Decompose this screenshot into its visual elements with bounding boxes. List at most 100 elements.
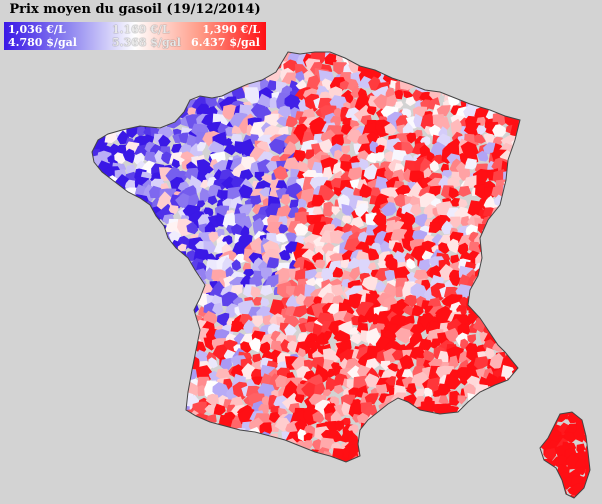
price-cell — [557, 293, 572, 307]
price-cell — [531, 285, 542, 296]
price-cell — [92, 286, 93, 299]
price-cell — [196, 200, 206, 208]
price-cell — [540, 324, 555, 339]
price-cell — [555, 128, 568, 140]
price-cell — [92, 193, 105, 211]
price-cell — [428, 185, 442, 197]
price-cell — [140, 466, 156, 480]
price-cell — [466, 419, 481, 434]
price-cell — [529, 107, 539, 117]
price-cell — [314, 484, 324, 493]
price-cell — [584, 327, 590, 345]
price-cell — [178, 132, 189, 144]
price-cell — [174, 323, 191, 341]
price-cell — [511, 52, 527, 67]
price-cell — [508, 257, 524, 273]
price-cell — [557, 173, 570, 185]
price-cell — [157, 299, 171, 313]
price-cell — [215, 440, 230, 454]
price-cell — [160, 376, 179, 392]
price-cell — [158, 349, 172, 365]
price-cell — [168, 466, 182, 481]
price-cell — [440, 448, 452, 458]
price-cell — [578, 230, 590, 243]
price-cell — [585, 212, 590, 224]
price-cell — [103, 207, 118, 222]
price-cell — [361, 52, 373, 66]
price-cell — [540, 187, 553, 202]
price-cell — [430, 473, 445, 492]
price-cell — [126, 495, 140, 498]
price-cell — [142, 59, 157, 74]
price-cell — [124, 95, 137, 110]
price-cell — [386, 473, 400, 485]
price-cell — [132, 214, 143, 228]
price-cell — [105, 495, 120, 498]
price-cell — [576, 270, 587, 281]
price-cell — [112, 455, 128, 471]
price-cell — [522, 85, 536, 101]
price-cell — [523, 161, 533, 173]
price-cell — [97, 87, 111, 103]
price-cell — [151, 63, 161, 75]
price-cell — [544, 52, 558, 59]
price-cell — [571, 396, 587, 409]
price-cell — [388, 413, 399, 425]
price-cell — [183, 60, 203, 81]
price-cell — [581, 414, 590, 429]
price-cell — [125, 279, 136, 292]
price-cell — [429, 448, 443, 462]
price-cell — [528, 357, 541, 372]
price-cell — [108, 439, 123, 449]
price-cell — [106, 89, 119, 101]
price-cell — [501, 297, 516, 308]
price-cell — [197, 466, 212, 482]
price-cell — [149, 464, 165, 480]
price-cell — [526, 179, 542, 194]
price-cell — [140, 339, 161, 355]
price-cell — [113, 242, 131, 257]
price-cell — [202, 468, 217, 483]
price-cell — [97, 96, 107, 109]
price-cell — [481, 59, 495, 73]
price-cell — [259, 52, 277, 58]
price-cell — [578, 261, 589, 272]
price-cell — [115, 395, 125, 404]
price-cell — [110, 57, 130, 74]
price-cell — [557, 231, 571, 244]
price-cell — [584, 357, 590, 371]
price-cell — [577, 142, 590, 156]
price-cell — [277, 467, 288, 478]
price-cell — [184, 70, 197, 82]
price-cell — [313, 464, 329, 479]
legend-min-usd: 4.780 $/gal — [8, 36, 77, 49]
price-cell — [363, 489, 382, 498]
price-cell — [116, 370, 127, 379]
price-cell — [584, 97, 590, 106]
price-cell — [467, 334, 477, 345]
price-cell — [538, 419, 554, 433]
price-cell — [106, 52, 120, 64]
price-cell — [322, 389, 332, 397]
price-cell — [367, 52, 379, 63]
price-cell — [563, 125, 580, 143]
price-cell — [92, 179, 106, 193]
price-cell — [283, 488, 297, 498]
price-cell — [178, 55, 191, 65]
price-cell — [398, 489, 409, 498]
price-cell — [92, 303, 94, 323]
price-cell — [411, 483, 427, 498]
price-cell — [523, 61, 537, 74]
price-cell — [359, 442, 373, 453]
price-cell — [401, 108, 412, 118]
price-cell — [540, 288, 551, 299]
price-cell — [92, 275, 104, 290]
price-cell — [558, 395, 572, 409]
price-cell — [547, 117, 563, 130]
price-cell — [167, 277, 184, 294]
price-cell — [554, 151, 568, 167]
price-cell — [467, 55, 476, 66]
price-cell — [82, 422, 92, 434]
price-cell — [204, 448, 220, 464]
price-cell — [111, 52, 121, 54]
